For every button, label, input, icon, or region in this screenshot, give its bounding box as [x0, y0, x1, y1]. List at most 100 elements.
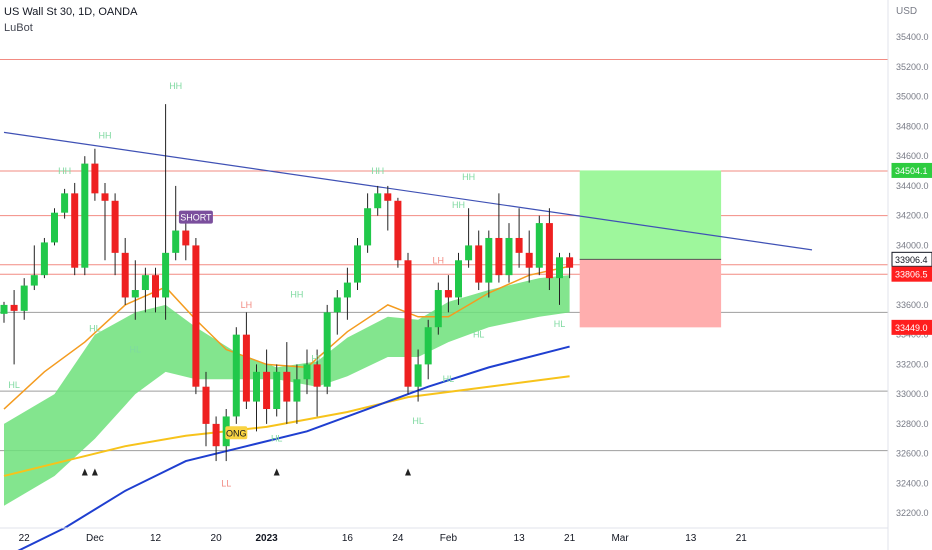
signal-label: SHORT	[180, 213, 212, 223]
pivot-label: LH	[433, 255, 445, 265]
pivot-label: HL	[554, 319, 566, 329]
candle	[20, 285, 28, 311]
candle	[30, 275, 38, 286]
candle	[141, 275, 149, 291]
candle	[384, 193, 392, 201]
candle	[495, 237, 503, 276]
candle	[354, 245, 361, 283]
pivot-label: HH	[452, 200, 465, 210]
time-tick: Mar	[611, 533, 629, 544]
candle	[505, 237, 513, 276]
blue-ma-line	[17, 345, 570, 550]
price-tick: 34600.0	[896, 151, 929, 161]
price-tag[interactable]	[891, 266, 932, 282]
indicator-name[interactable]: LuBot	[4, 22, 33, 34]
candle	[566, 257, 574, 268]
time-tick: Dec	[86, 533, 104, 544]
stop-zone[interactable]	[579, 259, 722, 328]
candle	[424, 327, 432, 365]
pivot-label: HL	[8, 380, 20, 390]
price-tick: 34400.0	[896, 181, 929, 191]
candle	[232, 334, 240, 417]
chart-title[interactable]: US Wall St 30, 1D, OANDA	[4, 6, 138, 18]
time-tick: 16	[342, 533, 354, 544]
time-tick: Feb	[440, 533, 458, 544]
price-tag[interactable]	[891, 319, 932, 335]
candle	[101, 193, 109, 201]
candle	[253, 371, 260, 402]
candle	[293, 379, 301, 402]
candle	[212, 423, 220, 447]
price-tag-label: 33449.0	[895, 323, 928, 333]
time-tick: 12	[150, 533, 162, 544]
price-axis[interactable]: USD 32200.0 32400.0 32600.0 32800.0 33000.0 33…	[887, 0, 932, 550]
price-tick: 35400.0	[896, 32, 929, 42]
candle	[182, 230, 190, 246]
target-zone[interactable]	[579, 170, 722, 260]
up-arrow-marker	[81, 468, 88, 476]
yellow-ma-line	[3, 375, 570, 477]
price-tick: 33600.0	[896, 300, 929, 310]
trendline-group[interactable]	[3, 131, 813, 251]
candle	[485, 237, 493, 283]
time-tick: 20	[211, 533, 223, 544]
price-tick: 34200.0	[896, 211, 929, 221]
price-tick: 34800.0	[896, 121, 929, 131]
price-tick: 34000.0	[896, 240, 929, 250]
candle	[152, 275, 159, 298]
time-tick: 24	[392, 533, 404, 544]
candle	[10, 304, 18, 311]
price-tick: 32800.0	[896, 419, 929, 429]
candle	[81, 163, 89, 268]
pivot-label: HL	[89, 324, 101, 334]
candle	[242, 334, 250, 402]
signal-badge[interactable]	[178, 210, 213, 224]
candle	[111, 200, 119, 253]
candle	[364, 208, 372, 246]
pivot-label: LL	[221, 478, 231, 488]
candle	[455, 260, 462, 298]
candle	[535, 223, 543, 268]
up-arrow-marker	[405, 468, 411, 476]
candle	[121, 252, 129, 298]
candles	[0, 104, 574, 462]
pivot-label: HH	[371, 166, 384, 176]
pivot-label: HH	[290, 289, 303, 299]
price-tick: 33000.0	[896, 389, 929, 399]
time-tick: 21	[736, 533, 748, 544]
candle	[131, 290, 139, 298]
candle	[414, 364, 422, 387]
signal-badge[interactable]	[225, 426, 248, 440]
price-tag-label: 33906.4	[895, 255, 928, 265]
up-arrow-marker	[273, 468, 280, 476]
pivot-label: HL	[311, 353, 323, 363]
price-tag-label: 33806.5	[895, 270, 928, 280]
candle	[374, 193, 382, 209]
candle	[525, 252, 533, 268]
price-tick: 32200.0	[896, 508, 929, 518]
pivot-label: HH	[99, 130, 112, 140]
candle	[444, 290, 452, 298]
price-tag[interactable]	[891, 162, 932, 178]
candle	[475, 245, 483, 283]
candle	[394, 200, 402, 261]
pivot-label: HL	[130, 344, 142, 354]
time-axis[interactable]: 22 Dec 12 20 2023 16 24 Feb 13 21 Mar 13 21	[0, 527, 888, 544]
risk-reward-box[interactable]	[579, 170, 722, 328]
candle	[343, 282, 351, 298]
time-tick: 2023	[255, 533, 278, 544]
price-tag[interactable]	[891, 251, 932, 267]
price-tick: 32600.0	[896, 449, 929, 459]
candle	[545, 223, 553, 279]
trendline[interactable]	[3, 131, 813, 251]
pivot-labels: HH HH HH HH HH HH HH HL HL HL HL HL HL HL HL HL LH LH LL SH…	[8, 81, 565, 488]
candle	[515, 237, 523, 253]
candle	[333, 297, 341, 313]
pivot-label: LH	[241, 300, 253, 310]
pivot-label: HH	[58, 166, 71, 176]
candle	[404, 260, 412, 387]
pivot-label: HL	[271, 434, 283, 444]
candle	[61, 193, 69, 213]
up-arrow-marker	[91, 468, 98, 476]
